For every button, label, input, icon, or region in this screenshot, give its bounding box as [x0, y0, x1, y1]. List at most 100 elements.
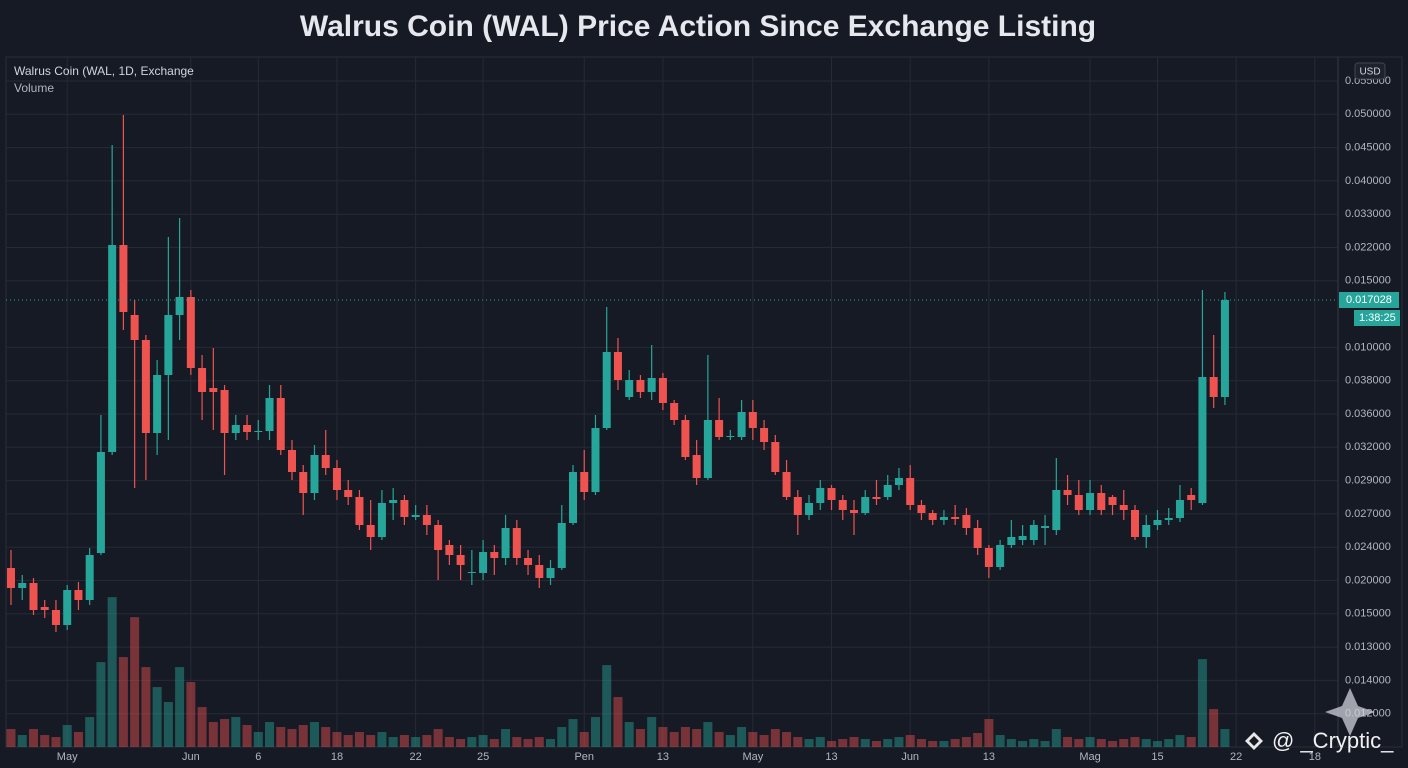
y-tick-label: 0.032000: [1345, 441, 1391, 453]
volume-bar: [118, 657, 128, 747]
candle-body: [1007, 537, 1016, 545]
y-tick-label: 0.015000: [1345, 608, 1391, 620]
candle-body: [861, 497, 870, 513]
candle-body: [344, 490, 353, 497]
x-tick-label: 25: [477, 751, 489, 763]
candle-body: [1209, 377, 1218, 397]
candle-body: [153, 375, 162, 433]
volume-bar: [28, 729, 38, 747]
volume-bar: [96, 662, 106, 747]
volume-bar: [433, 729, 443, 747]
volume-bar: [557, 727, 567, 747]
candle-body: [1018, 536, 1027, 540]
volume-bar: [242, 725, 252, 747]
volume-bar: [343, 735, 353, 747]
volume-bar: [883, 739, 893, 747]
volume-bar: [411, 737, 421, 747]
candle-body: [400, 500, 409, 517]
candle-body: [51, 610, 60, 625]
candle-body: [1063, 490, 1072, 495]
candle-body: [726, 436, 735, 437]
volume-bar: [748, 732, 758, 747]
candle-body: [703, 420, 712, 478]
candle-body: [186, 297, 195, 368]
candle-body: [467, 572, 476, 573]
volume-bar: [399, 735, 409, 747]
candle-body: [332, 468, 341, 490]
candle-body: [130, 315, 139, 340]
candle-body: [119, 245, 128, 312]
candle-body: [389, 500, 398, 503]
candle-body: [1131, 510, 1139, 537]
candle-body: [456, 555, 465, 565]
volume-bar: [1152, 741, 1162, 747]
volume-bar: [17, 735, 27, 747]
volume-bar: [759, 735, 769, 747]
candle-body: [1108, 497, 1117, 505]
candle-body: [512, 528, 521, 558]
volume-bar: [1085, 737, 1095, 747]
x-tick-label: 13: [657, 751, 669, 763]
volume-bar: [579, 732, 589, 747]
candle-body: [838, 500, 847, 510]
volume-bar: [444, 737, 454, 747]
volume-bar: [51, 737, 61, 747]
x-tick-label: 22: [410, 751, 422, 763]
candle-body: [422, 515, 431, 525]
y-tick-label: 0.024000: [1345, 541, 1391, 553]
candle-body: [850, 510, 858, 513]
volume-bar: [467, 737, 477, 747]
volume-bar: [231, 717, 241, 747]
volume-bar: [73, 732, 83, 747]
countdown-box: [1354, 310, 1400, 326]
volume-bar: [489, 739, 499, 747]
candle-body: [951, 517, 960, 519]
x-tick-label: Jun: [901, 751, 919, 763]
last-price-box: [1339, 292, 1399, 308]
volume-bar: [321, 727, 331, 747]
volume-bar: [141, 667, 151, 747]
volume-bar: [894, 737, 904, 747]
candle-body: [1097, 493, 1106, 510]
volume-bar: [961, 737, 971, 747]
panel-border: [5, 56, 1403, 748]
volume-bar: [523, 739, 533, 747]
candle-body: [883, 485, 892, 497]
volume-bar: [1096, 739, 1106, 747]
volume-bar: [197, 707, 207, 747]
candle-body: [647, 378, 656, 392]
candle-body: [984, 548, 993, 567]
x-tick-label: Mag: [1079, 751, 1100, 763]
x-tick-label: 13: [983, 751, 995, 763]
volume-bar: [130, 617, 140, 747]
volume-bar: [40, 735, 50, 747]
candle-body: [805, 503, 814, 515]
x-tick-label: Pen: [574, 751, 594, 763]
volume-bar: [849, 737, 859, 747]
volume-bar: [725, 735, 735, 747]
currency-box[interactable]: [1354, 62, 1386, 80]
candle-body: [1142, 525, 1151, 537]
currency-label[interactable]: USD: [1359, 67, 1380, 78]
volume-bar: [62, 725, 72, 747]
candle-body: [1153, 520, 1162, 525]
volume-bar: [714, 732, 724, 747]
volume-bar: [782, 732, 792, 747]
x-tick-label: 18: [1309, 751, 1321, 763]
volume-bar: [1040, 741, 1050, 747]
candle-body: [411, 515, 420, 517]
y-tick-label: 0.020000: [1345, 574, 1391, 586]
volume-bar: [658, 727, 668, 747]
volume-bar: [950, 739, 960, 747]
volume-bar: [1006, 739, 1016, 747]
volume-bar: [377, 732, 387, 747]
candle-body: [771, 442, 780, 472]
volume-bar: [1029, 739, 1039, 747]
volume-bar: [332, 732, 342, 747]
candle-body: [490, 552, 499, 558]
volume-bar: [624, 722, 634, 747]
volume-bar: [265, 722, 275, 747]
volume-bar: [815, 737, 825, 747]
volume-bar: [1051, 729, 1061, 747]
candle-body: [906, 478, 915, 505]
